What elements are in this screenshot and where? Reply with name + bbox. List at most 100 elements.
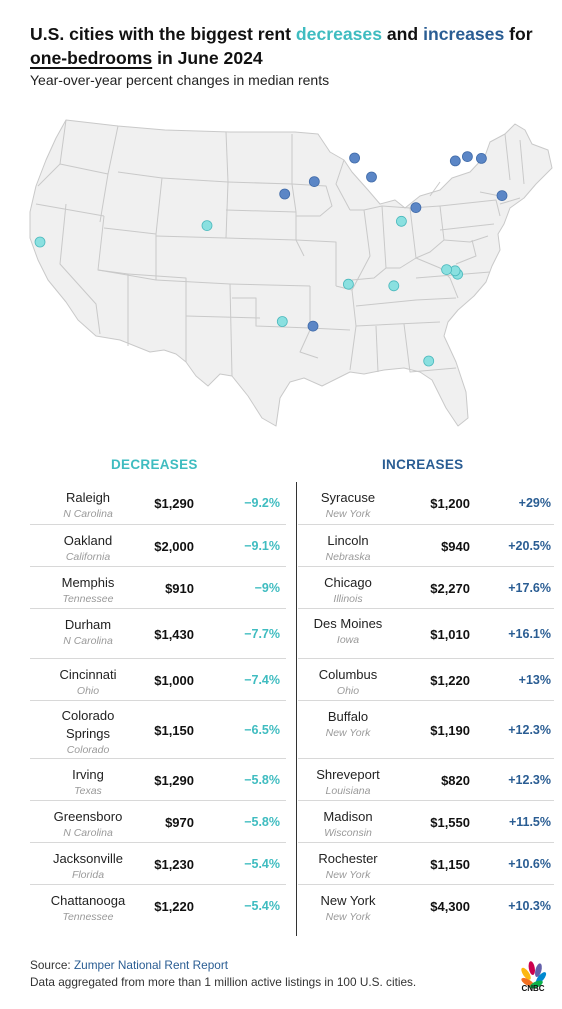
state-name: Florida bbox=[71, 869, 105, 881]
source-link[interactable]: Zumper National Rent Report bbox=[73, 958, 229, 972]
city-name: Memphis bbox=[61, 575, 115, 590]
state-name: Louisiana bbox=[325, 785, 371, 797]
rent-value: $1,430 bbox=[154, 627, 194, 642]
change-value: −6.5% bbox=[244, 723, 280, 737]
rent-value: $1,200 bbox=[430, 496, 470, 511]
increases-table: Syracuse New York $1,200 +29% Lincoln Nebrask… bbox=[298, 482, 554, 926]
city-dot-oakland bbox=[34, 236, 46, 248]
title-text: for bbox=[504, 24, 533, 44]
city-dot-columbus bbox=[410, 202, 422, 213]
city-cell: Raleigh N Carolina bbox=[38, 489, 138, 521]
city-cell: Colorado Springs Colorado bbox=[38, 707, 138, 757]
city-dot-chattanooga bbox=[388, 280, 400, 292]
table-row: Greensboro N Carolina $970 −5.8% bbox=[30, 800, 286, 842]
city-name: Durham bbox=[64, 617, 112, 632]
table-row: Madison Wisconsin $1,550 +11.5% bbox=[298, 800, 554, 842]
title-text: in June 2024 bbox=[152, 48, 263, 68]
footer: Source: Zumper National Rent Report Data… bbox=[30, 957, 416, 991]
city-dot-des-moines bbox=[308, 176, 320, 187]
rent-value: $940 bbox=[441, 539, 470, 554]
city-cell: Cincinnati Ohio bbox=[38, 666, 138, 698]
city-cell: Durham N Carolina bbox=[38, 616, 138, 648]
rent-value: $1,010 bbox=[430, 627, 470, 642]
city-dot-rochester bbox=[461, 151, 473, 162]
city-dot-lincoln bbox=[279, 188, 291, 200]
rent-value: $970 bbox=[165, 815, 194, 830]
city-name: Madison bbox=[323, 809, 373, 824]
city-dot-colorado-springs bbox=[201, 220, 213, 231]
state-name: Iowa bbox=[336, 634, 360, 646]
change-value: +12.3% bbox=[508, 773, 551, 787]
city-name: New York bbox=[320, 893, 376, 908]
city-name: Greensboro bbox=[53, 809, 123, 824]
title-text: and bbox=[382, 24, 424, 44]
state-name: N Carolina bbox=[63, 508, 113, 520]
city-dot-syracuse bbox=[475, 153, 487, 164]
title-decreases: decreases bbox=[295, 24, 382, 44]
city-dot-buffalo bbox=[449, 155, 461, 167]
state-name: New York bbox=[325, 869, 371, 881]
city-name: Raleigh bbox=[65, 490, 111, 505]
city-name: Irving bbox=[72, 767, 104, 782]
city-name: Lincoln bbox=[327, 533, 369, 548]
rent-value: $4,300 bbox=[430, 899, 470, 914]
city-name: Syracuse bbox=[320, 490, 376, 505]
city-dot-new-york bbox=[496, 190, 508, 201]
decreases-table: Raleigh N Carolina $1,290 −9.2% Oakland Calif… bbox=[30, 482, 286, 926]
change-value: −7.4% bbox=[244, 673, 280, 687]
change-value: −9% bbox=[254, 581, 280, 595]
city-name: Des Moines bbox=[313, 616, 383, 631]
city-cell: Buffalo New York bbox=[298, 708, 398, 740]
change-value: +20.5% bbox=[508, 539, 551, 553]
city-name: Chicago bbox=[324, 575, 372, 590]
rent-value: $1,290 bbox=[154, 773, 194, 788]
state-name: Tennessee bbox=[62, 911, 114, 923]
change-value: −5.8% bbox=[244, 815, 280, 829]
chart-title: U.S. cities with the biggest rent decrea… bbox=[30, 22, 550, 70]
change-value: −5.4% bbox=[244, 857, 280, 871]
title-one-bedrooms: one-bedrooms bbox=[30, 48, 153, 68]
city-name: Shreveport bbox=[316, 767, 380, 782]
state-name: Ohio bbox=[336, 685, 360, 697]
state-name: New York bbox=[325, 727, 371, 739]
table-row: Columbus Ohio $1,220 +13% bbox=[298, 658, 554, 700]
city-cell: Irving Texas bbox=[38, 766, 138, 798]
table-row: Shreveport Louisiana $820 +12.3% bbox=[298, 758, 554, 800]
chart-subtitle: Year-over-year percent changes in median… bbox=[30, 72, 330, 88]
title-text: U.S. cities with the biggest rent bbox=[30, 24, 296, 44]
city-cell: Greensboro N Carolina bbox=[38, 808, 138, 840]
cnbc-peacock-logo: CNBC bbox=[521, 961, 547, 992]
city-dot-jacksonville bbox=[423, 355, 435, 367]
city-dot-chicago bbox=[366, 171, 377, 183]
city-dot-irving bbox=[276, 316, 288, 327]
state-name: Wisconsin bbox=[324, 827, 372, 839]
rent-value: $1,220 bbox=[430, 673, 470, 688]
table-row: Rochester New York $1,150 +10.6% bbox=[298, 842, 554, 884]
change-value: −9.2% bbox=[244, 496, 280, 510]
rent-value: $820 bbox=[441, 773, 470, 788]
city-cell: Columbus Ohio bbox=[298, 666, 398, 698]
change-value: −9.1% bbox=[244, 539, 280, 553]
state-name: Nebraska bbox=[325, 551, 371, 563]
us-map bbox=[29, 119, 553, 427]
change-value: −5.8% bbox=[244, 773, 280, 787]
city-name: Cincinnati bbox=[59, 667, 117, 682]
increases-header: INCREASES bbox=[382, 457, 464, 472]
state-name: Illinois bbox=[333, 593, 363, 605]
rent-value: $1,150 bbox=[430, 857, 470, 872]
state-name: California bbox=[65, 551, 111, 563]
state-outlines bbox=[29, 119, 553, 427]
city-name: Columbus bbox=[318, 667, 378, 682]
table-row: Des Moines Iowa $1,010 +16.1% bbox=[298, 608, 554, 658]
city-dot-greensboro bbox=[441, 264, 453, 276]
table-row: Syracuse New York $1,200 +29% bbox=[298, 482, 554, 524]
change-value: +11.5% bbox=[508, 815, 551, 829]
state-name: New York bbox=[325, 911, 371, 923]
city-cell: Lincoln Nebraska bbox=[298, 532, 398, 564]
rent-value: $1,000 bbox=[154, 673, 194, 688]
change-value: +13% bbox=[518, 673, 551, 687]
change-value: +10.6% bbox=[508, 857, 551, 871]
change-value: −5.4% bbox=[244, 899, 280, 913]
cnbc-logo-text: CNBC bbox=[521, 984, 544, 992]
table-row: Durham N Carolina $1,430 −7.7% bbox=[30, 608, 286, 658]
